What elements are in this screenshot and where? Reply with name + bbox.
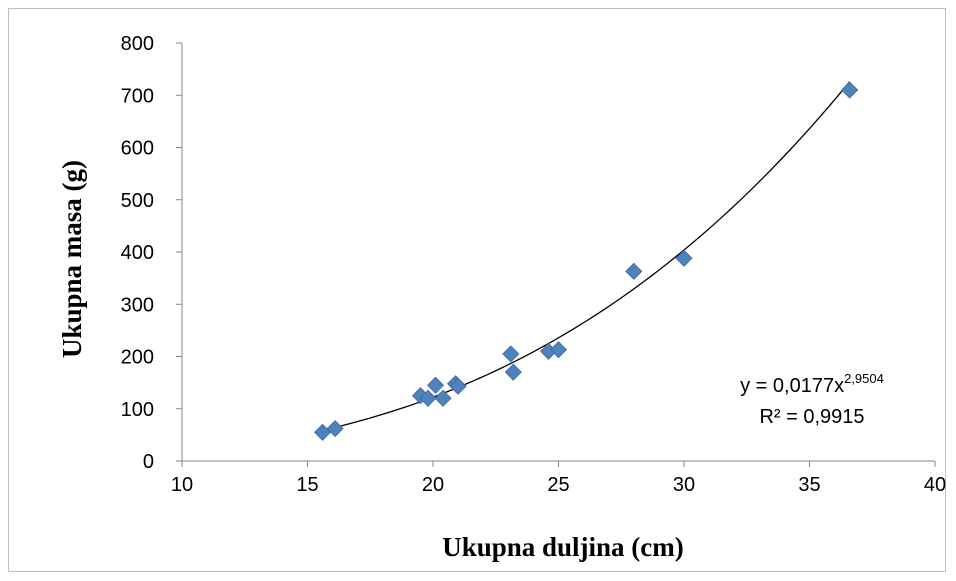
chart-area: 0 100 200 300 400 500 600 700 800 10 15 20 25 30 35 40 …	[8, 8, 946, 572]
x-axis-title: Ukupna duljina (cm)	[442, 532, 684, 562]
data-point	[313, 423, 332, 441]
data-point	[434, 389, 452, 407]
y-tick-label: 600	[121, 138, 154, 160]
data-points	[313, 81, 859, 441]
data-point	[675, 249, 693, 267]
data-point	[449, 377, 467, 395]
data-point	[625, 262, 643, 280]
axes	[176, 42, 936, 467]
data-point	[326, 420, 344, 438]
tick-labels: 0 100 200 300 400 500 600 700 800 10 15 20 25 30 35 40	[121, 33, 947, 496]
x-tick-label: 25	[547, 474, 569, 496]
r-squared-label: R² = 0,9915	[759, 406, 864, 428]
data-point	[841, 81, 859, 99]
y-tick-label: 200	[121, 347, 154, 369]
y-tick-label: 500	[121, 190, 154, 212]
y-tick-label: 700	[121, 85, 154, 107]
data-point	[502, 345, 520, 363]
y-tick-label: 400	[121, 242, 154, 264]
x-tick-label: 15	[296, 474, 318, 496]
y-tick-label: 300	[121, 294, 154, 316]
y-tick-label: 800	[121, 33, 154, 55]
y-axis-title: Ukupna masa (g)	[57, 160, 87, 358]
y-tick-label: 0	[143, 451, 154, 473]
x-tick-label: 35	[798, 474, 820, 496]
data-point	[549, 341, 568, 359]
y-tick-label: 100	[121, 399, 154, 421]
trendline-equation: y = 0,0177x2,9504	[740, 371, 884, 397]
x-tick-label: 20	[422, 474, 444, 496]
x-tick-label: 10	[171, 474, 193, 496]
data-point	[504, 363, 522, 381]
x-tick-label: 40	[924, 474, 946, 496]
trendline	[322, 81, 851, 431]
data-point	[426, 376, 445, 394]
data-point	[419, 389, 437, 407]
x-tick-label: 30	[673, 474, 695, 496]
